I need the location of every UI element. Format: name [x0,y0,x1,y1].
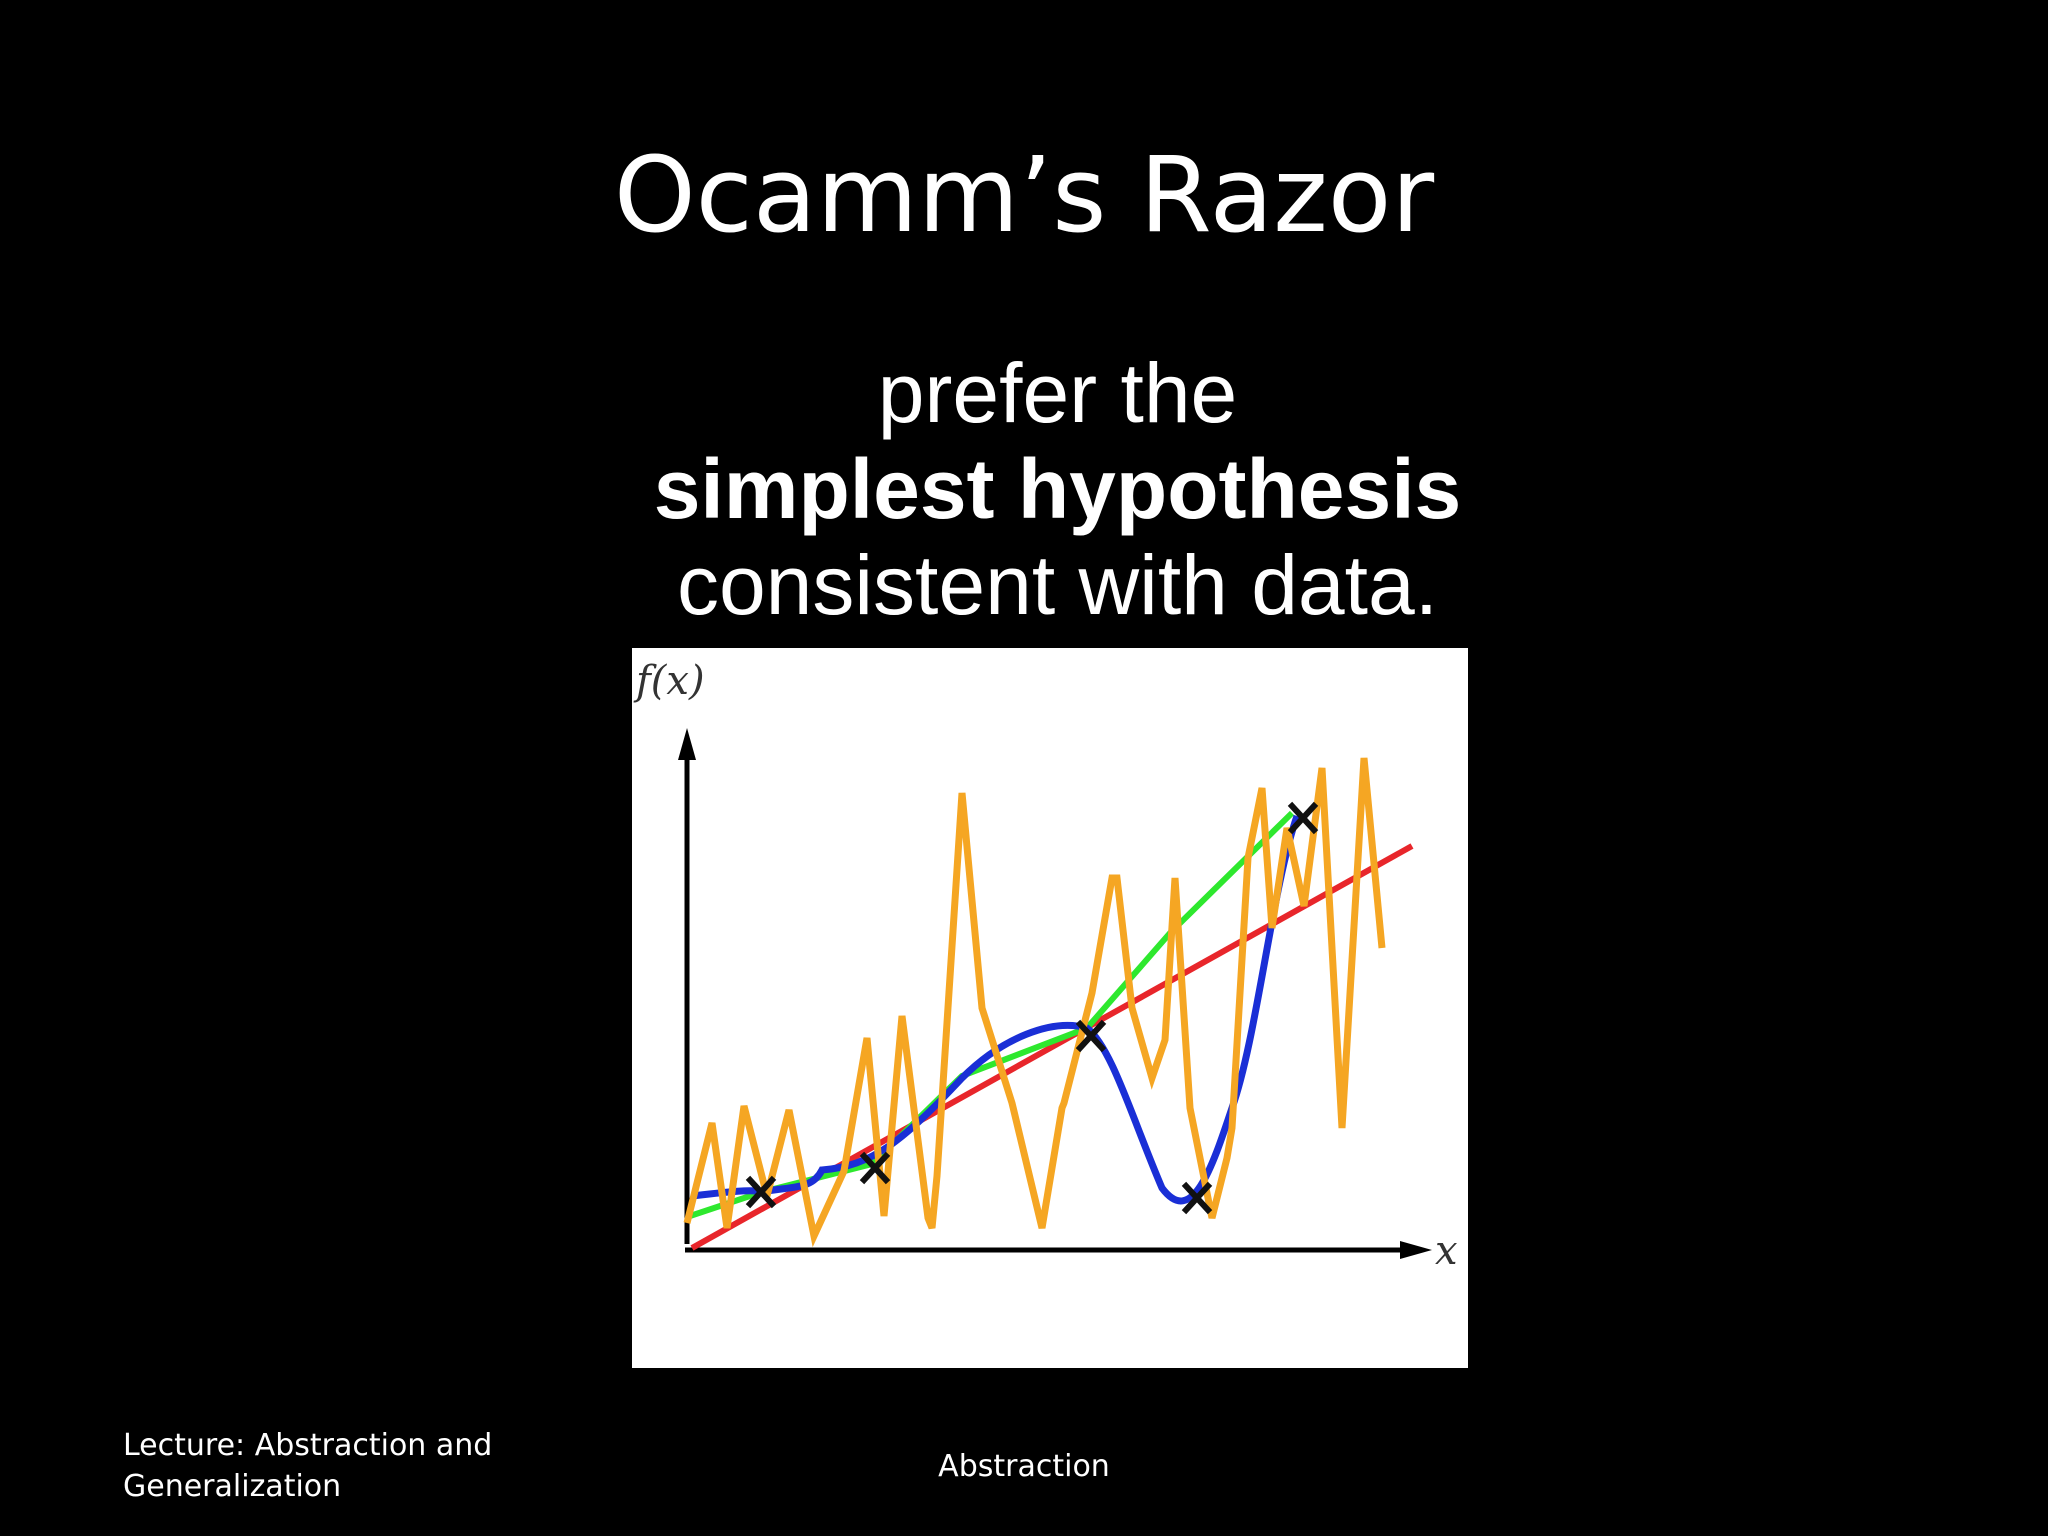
y-axis-arrow [678,728,696,760]
footer-center-label: Abstraction [938,1449,1110,1484]
subtitle-line-2-bold: simplest hypothesis [653,442,1462,536]
slide-title: Ocamm’s Razor [613,134,1435,256]
data-point [1075,1019,1107,1053]
data-point-markers [745,801,1319,1215]
footer-left-line-1: Lecture: Abstraction and [123,1428,493,1463]
curve-fitting-figure: f(x) x [632,648,1468,1368]
data-point [1181,1181,1213,1215]
subtitle-line-1: prefer the [877,346,1238,440]
data-point [1287,801,1319,835]
curve-fitting-diagram: f(x) x [633,658,1458,1274]
slide-subtitle: prefer the simplest hypothesis consisten… [0,345,2048,633]
data-point [859,1151,891,1185]
subtitle-line-3: consistent with data. [676,538,1439,632]
data-point [745,1175,777,1209]
x-axis-label: x [1435,1228,1458,1274]
footer-left-line-2: Generalization [123,1469,342,1504]
y-axis-label: f(x) [633,658,705,704]
footer-lecture-label: Lecture: Abstraction and Generalization [123,1425,543,1507]
x-axis-arrow [1400,1241,1432,1259]
